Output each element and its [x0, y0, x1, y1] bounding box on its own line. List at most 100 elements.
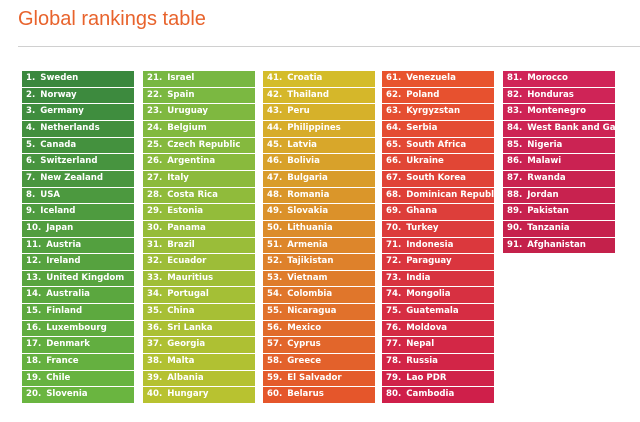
- ranking-cell: 39. Albania: [143, 370, 255, 387]
- country-name: Lithuania: [287, 222, 333, 233]
- rank-number: 81.: [507, 73, 523, 83]
- country-name: Ghana: [406, 206, 438, 217]
- ranking-cell: 62. Poland: [382, 87, 494, 104]
- ranking-cell: 74. Mongolia: [382, 287, 494, 304]
- ranking-cell: 5. Canada: [22, 137, 134, 154]
- ranking-cell: 29. Estonia: [143, 204, 255, 220]
- country-name: Georgia: [167, 339, 206, 350]
- rank-number: 41.: [267, 73, 283, 83]
- rank-number: 39.: [147, 372, 163, 383]
- rank-number: 9.: [26, 206, 36, 217]
- country-name: Philippines: [287, 122, 341, 133]
- rank-number: 4.: [26, 122, 36, 133]
- country-name: China: [167, 306, 195, 317]
- country-name: Iceland: [40, 206, 76, 217]
- ranking-cell: 34. Portugal: [143, 287, 255, 304]
- rank-number: 86.: [507, 156, 523, 167]
- rank-number: 71.: [386, 239, 402, 250]
- country-name: Thailand: [287, 89, 329, 100]
- country-name: Australia: [46, 289, 90, 300]
- rank-number: 74.: [386, 289, 402, 300]
- country-name: Italy: [167, 172, 189, 183]
- ranking-cell: 59. El Salvador: [263, 370, 375, 387]
- ranking-cell: 17. Denmark: [22, 337, 134, 354]
- country-name: Finland: [46, 306, 83, 317]
- country-name: Greece: [287, 356, 322, 367]
- country-name: Nicaragua: [287, 306, 337, 317]
- country-name: Lao PDR: [406, 372, 447, 383]
- country-name: Ukraine: [406, 156, 444, 167]
- rank-number: 15.: [26, 306, 42, 317]
- ranking-cell: 76. Moldova: [382, 320, 494, 337]
- country-name: Cambodia: [406, 389, 455, 400]
- country-name: El Salvador: [287, 372, 342, 383]
- page-title: Global rankings table: [18, 8, 206, 30]
- ranking-cell: 89. Pakistan: [503, 204, 615, 220]
- country-name: Cyprus: [287, 339, 321, 350]
- country-name: Bulgaria: [287, 172, 328, 183]
- country-name: West Bank and Gaza: [527, 122, 615, 133]
- rank-number: 19.: [26, 372, 42, 383]
- country-name: Norway: [40, 89, 77, 100]
- country-name: Slovenia: [46, 389, 88, 400]
- country-name: Armenia: [287, 239, 328, 250]
- rank-number: 66.: [386, 156, 402, 167]
- country-name: Romania: [287, 189, 330, 200]
- rank-number: 49.: [267, 206, 283, 217]
- ranking-cell: 22. Spain: [143, 87, 255, 104]
- country-name: Tajikistan: [287, 256, 334, 267]
- ranking-cell: 13. United Kingdom: [22, 270, 134, 287]
- country-name: France: [46, 356, 79, 367]
- ranking-cell: 43. Peru: [263, 104, 375, 120]
- rank-number: 59.: [267, 372, 283, 383]
- country-name: Germany: [40, 106, 84, 117]
- title-rule: [18, 46, 640, 47]
- rank-number: 60.: [267, 389, 283, 400]
- ranking-cell: 57. Cyprus: [263, 337, 375, 354]
- country-name: Nepal: [406, 339, 435, 350]
- rank-number: 25.: [147, 139, 163, 150]
- country-name: Uruguay: [167, 106, 208, 117]
- country-name: Estonia: [167, 206, 204, 217]
- rank-number: 63.: [386, 106, 402, 117]
- ranking-cell: 58. Greece: [263, 354, 375, 370]
- rank-number: 28.: [147, 189, 163, 200]
- ranking-cell: 32. Ecuador: [143, 254, 255, 270]
- ranking-cell: 52. Tajikistan: [263, 254, 375, 270]
- ranking-cell: 86. Malawi: [503, 154, 615, 170]
- rank-number: 55.: [267, 306, 283, 317]
- country-name: Tanzania: [527, 222, 570, 233]
- ranking-cell: 85. Nigeria: [503, 137, 615, 154]
- country-name: Malawi: [527, 156, 562, 167]
- ranking-cell: 16. Luxembourg: [22, 320, 134, 337]
- ranking-cell: 6. Switzerland: [22, 154, 134, 170]
- ranking-cell: 91. Afghanistan: [503, 237, 615, 254]
- ranking-cell: 25. Czech Republic: [143, 137, 255, 154]
- country-name: Canada: [40, 139, 77, 150]
- rank-number: 53.: [267, 272, 283, 283]
- ranking-cell: 37. Georgia: [143, 337, 255, 354]
- rank-number: 40.: [147, 389, 163, 400]
- rank-number: 34.: [147, 289, 163, 300]
- ranking-cell: 73. India: [382, 270, 494, 287]
- country-name: Ireland: [46, 256, 81, 267]
- ranking-cell: 36. Sri Lanka: [143, 320, 255, 337]
- ranking-cell: 21. Israel: [143, 71, 255, 87]
- ranking-cell: 12. Ireland: [22, 254, 134, 270]
- ranking-cell: 40. Hungary: [143, 387, 255, 404]
- country-name: Honduras: [527, 89, 574, 100]
- country-name: South Africa: [406, 139, 467, 150]
- ranking-cell: 11. Austria: [22, 237, 134, 254]
- ranking-cell: 20. Slovenia: [22, 387, 134, 404]
- rank-number: 2.: [26, 89, 36, 100]
- rank-number: 65.: [386, 139, 402, 150]
- country-name: Costa Rica: [167, 189, 218, 200]
- ranking-cell: 19. Chile: [22, 370, 134, 387]
- rank-number: 27.: [147, 172, 163, 183]
- country-name: Turkey: [406, 222, 439, 233]
- ranking-cell: 75. Guatemala: [382, 304, 494, 320]
- country-name: Moldova: [406, 322, 448, 333]
- ranking-cell: 56. Mexico: [263, 320, 375, 337]
- ranking-cell: 80. Cambodia: [382, 387, 494, 404]
- country-name: Brazil: [167, 239, 195, 250]
